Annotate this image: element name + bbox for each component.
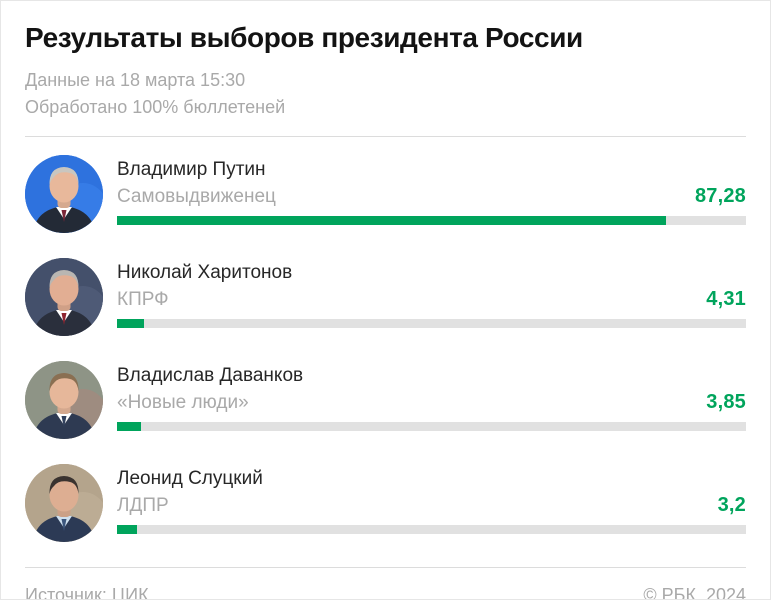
person-portrait-icon <box>25 361 103 439</box>
candidate-party: «Новые люди» <box>117 392 249 413</box>
header-divider <box>25 136 746 137</box>
candidates-list: Владимир Путин Самовыдвиженец 87,28 <box>25 155 746 542</box>
person-portrait-icon <box>25 155 103 233</box>
candidate-info: Николай Харитонов КПРФ 4,31 <box>117 258 746 328</box>
candidate-name: Николай Харитонов <box>117 262 293 283</box>
candidate-party: Самовыдвиженец <box>117 186 276 207</box>
result-bar-fill <box>117 319 145 328</box>
candidate-meta-line: ЛДПР 3,2 <box>117 492 746 519</box>
candidate-name: Владислав Даванков <box>117 365 304 386</box>
candidate-meta-line: Самовыдвиженец 87,28 <box>117 183 746 210</box>
result-bar-track <box>117 525 746 534</box>
candidate-info: Леонид Слуцкий ЛДПР 3,2 <box>117 464 746 534</box>
candidate-result-value: 3,2 <box>717 494 746 516</box>
candidate-result-value: 87,28 <box>694 185 746 207</box>
davankov-photo <box>25 361 103 439</box>
slutsky-photo <box>25 464 103 542</box>
result-bar-track <box>117 319 746 328</box>
page-title: Результаты выборов президента России <box>25 22 583 53</box>
candidate-meta-line: «Новые люди» 3,85 <box>117 389 746 416</box>
copyright-label: © РБК, 2024 <box>643 585 746 600</box>
result-bar-fill <box>117 216 666 225</box>
candidate-row: Владислав Даванков «Новые люди» 3,85 <box>25 361 746 439</box>
source-label: Источник: ЦИК <box>25 585 149 600</box>
candidate-name: Владимир Путин <box>117 159 266 180</box>
subtitle: Данные на 18 марта 15:30 Обработано 100%… <box>25 67 746 121</box>
candidate-party: КПРФ <box>117 289 169 310</box>
candidate-name: Леонид Слуцкий <box>117 468 263 489</box>
candidate-info: Владислав Даванков «Новые люди» 3,85 <box>117 361 746 431</box>
result-bar-fill <box>117 422 142 431</box>
candidate-row: Николай Харитонов КПРФ 4,31 <box>25 258 746 336</box>
subtitle-line-2: Обработано 100% бюллетеней <box>25 97 286 117</box>
candidate-row: Леонид Слуцкий ЛДПР 3,2 <box>25 464 746 542</box>
candidate-info: Владимир Путин Самовыдвиженец 87,28 <box>117 155 746 225</box>
candidate-party: ЛДПР <box>117 495 169 516</box>
subtitle-line-1: Данные на 18 марта 15:30 <box>25 70 246 90</box>
footer: Источник: ЦИК © РБК, 2024 <box>25 585 746 600</box>
candidate-row: Владимир Путин Самовыдвиженец 87,28 <box>25 155 746 233</box>
candidate-result-value: 4,31 <box>706 288 746 310</box>
person-portrait-icon <box>25 464 103 542</box>
result-bar-fill <box>117 525 138 534</box>
person-portrait-icon <box>25 258 103 336</box>
result-bar-track <box>117 216 746 225</box>
result-bar-track <box>117 422 746 431</box>
footer-divider <box>25 567 746 568</box>
putin-photo <box>25 155 103 233</box>
kharitonov-photo <box>25 258 103 336</box>
candidate-meta-line: КПРФ 4,31 <box>117 286 746 313</box>
candidate-result-value: 3,85 <box>706 391 746 413</box>
